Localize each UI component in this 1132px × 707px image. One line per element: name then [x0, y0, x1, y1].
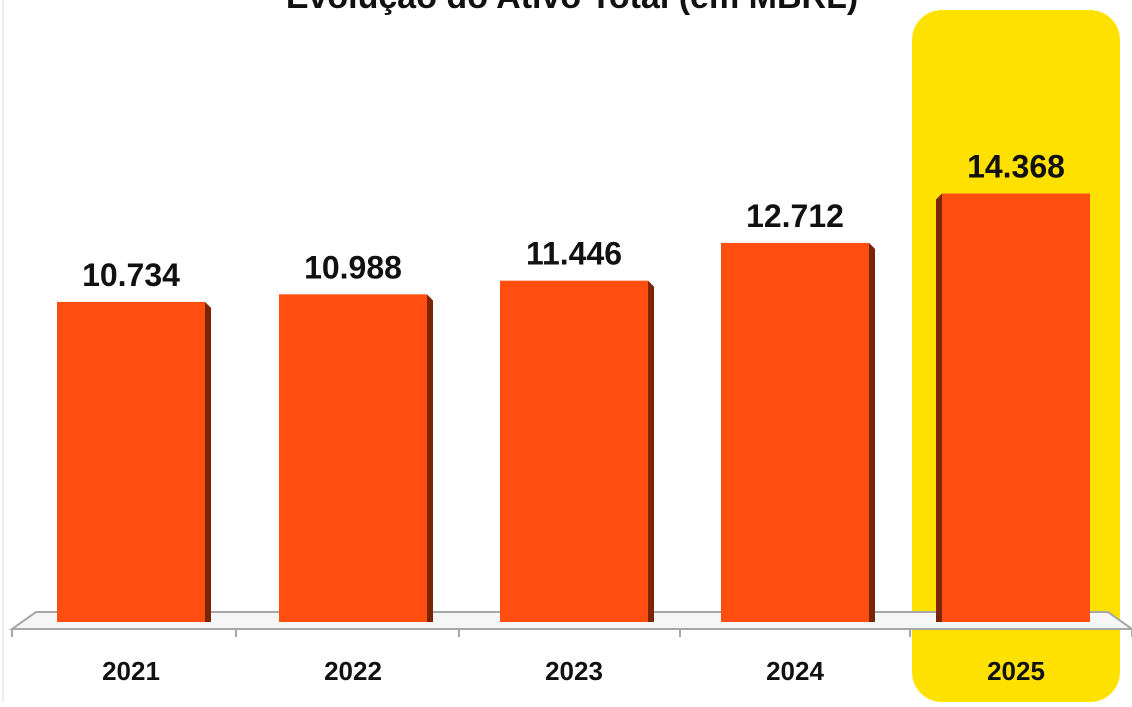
category-label: 2021: [102, 656, 160, 686]
bar-side: [936, 193, 942, 622]
bars-layer: [57, 193, 1090, 622]
value-label: 10.988: [304, 249, 402, 285]
category-label: 2022: [324, 656, 382, 686]
bar-side: [648, 280, 654, 622]
bar-side: [205, 301, 211, 622]
value-label: 14.368: [967, 149, 1065, 185]
x-axis-ticks: [11, 629, 1132, 637]
bar-side: [427, 294, 433, 622]
category-label: 2023: [545, 656, 603, 686]
value-labels-layer: 10.734 10.988 11.446 12.712 14.368: [82, 149, 1065, 293]
bar-2021: [57, 301, 205, 622]
value-label: 10.734: [82, 257, 180, 293]
bar-2024: [721, 242, 869, 622]
bar-2022: [279, 294, 427, 622]
value-label: 12.712: [746, 198, 844, 234]
bar-side: [869, 242, 875, 622]
bar-2023: [500, 280, 648, 622]
category-labels-layer: 2021 2022 2023 2024 2025: [102, 656, 1045, 686]
bar-2025: [942, 193, 1090, 622]
category-label: 2024: [766, 656, 824, 686]
chart-title: Evolução do Ativo Total (em MBRL): [286, 0, 858, 16]
value-label: 11.446: [526, 236, 622, 272]
category-label: 2025: [987, 656, 1045, 686]
